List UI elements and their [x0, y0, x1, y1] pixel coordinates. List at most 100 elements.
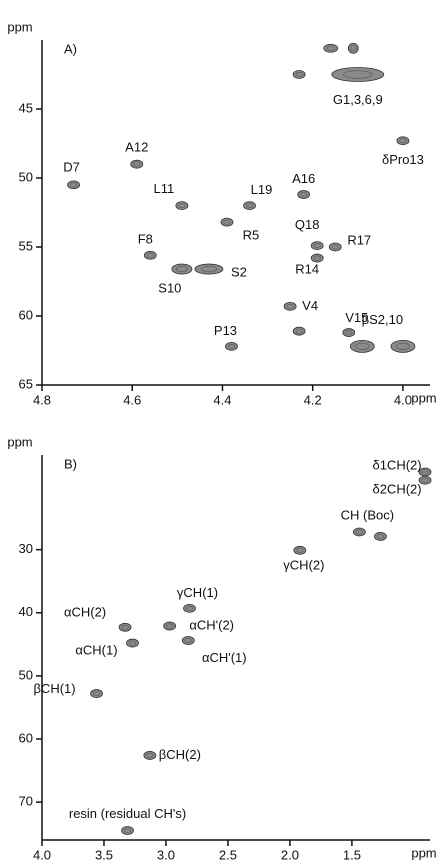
peak: [292, 70, 306, 79]
peak: [118, 622, 132, 632]
x-axis-label: ppm: [411, 390, 436, 405]
peak: [121, 826, 134, 835]
peak-label: S10: [158, 281, 181, 296]
peak-contour: [185, 605, 194, 611]
peak-label: L19: [251, 182, 273, 197]
peak: [418, 475, 432, 485]
peak-label: γCH(2): [283, 558, 324, 573]
peak-label: αCH'(1): [202, 650, 247, 665]
peak: [396, 136, 410, 146]
x-axis-label: ppm: [411, 845, 436, 860]
peak-label: γCH(1): [177, 585, 218, 600]
peak: [126, 638, 139, 648]
peak-label: L11: [153, 181, 174, 196]
peak-label: αCH(1): [75, 643, 117, 658]
x-tick-label: 2.5: [219, 847, 237, 862]
peak-contour: [345, 330, 353, 336]
peak-contour: [295, 72, 303, 78]
peak-label: A12: [125, 140, 148, 155]
peak: [352, 527, 366, 537]
peak-contour: [421, 469, 429, 475]
peak-label: F8: [138, 232, 153, 247]
peak: [175, 201, 189, 211]
peak-label: R17: [347, 232, 371, 247]
peak: [349, 339, 375, 353]
x-tick-label: 4.8: [33, 392, 51, 407]
x-tick-label: 4.4: [213, 392, 231, 407]
peak-label: G1,3,6,9: [333, 92, 383, 107]
y-tick-label: 40: [19, 604, 33, 619]
peak-contour: [121, 624, 129, 630]
peak: [194, 263, 224, 275]
peak: [328, 242, 342, 252]
peak-contour: [355, 342, 370, 350]
peak-contour: [396, 342, 410, 350]
peak: [297, 190, 311, 199]
y-tick-label: 45: [19, 100, 33, 115]
peak: [347, 42, 359, 54]
y-tick-label: 60: [19, 730, 33, 745]
peak-contour: [355, 529, 363, 535]
peak-contour: [331, 244, 339, 250]
y-tick-label: 50: [19, 667, 33, 682]
peak-contour: [146, 752, 154, 758]
y-axis-label: ppm: [7, 434, 32, 449]
peak: [143, 250, 157, 260]
peak-label: V15: [345, 310, 368, 325]
peak-label: CH (Boc): [341, 507, 394, 522]
peak-label: δPro13: [382, 152, 424, 167]
peak: [283, 301, 297, 311]
x-tick-label: 4.2: [304, 392, 322, 407]
y-tick-label: 30: [19, 541, 33, 556]
peak-contour: [296, 547, 304, 553]
peak-contour: [313, 255, 321, 261]
peak: [323, 43, 339, 53]
y-tick-label: 50: [19, 169, 33, 184]
peak-label: R14: [295, 261, 319, 276]
peak-label: R5: [243, 228, 260, 243]
peak: [331, 67, 385, 82]
peak-contour: [313, 243, 321, 249]
peak: [143, 751, 157, 760]
peak-contour: [223, 219, 231, 225]
y-tick-label: 55: [19, 238, 33, 253]
peak: [293, 545, 307, 555]
peak: [90, 689, 103, 698]
peak-contour: [286, 303, 294, 309]
peak-contour: [326, 45, 335, 51]
peak: [390, 339, 416, 353]
peak-contour: [376, 533, 385, 539]
peak-contour: [146, 252, 154, 258]
peak: [130, 159, 144, 169]
peak-contour: [300, 192, 308, 198]
peak-contour: [350, 45, 357, 52]
peak-label: P13: [214, 323, 237, 338]
peak: [163, 621, 177, 631]
peak-label: A16: [292, 171, 315, 186]
peak-label: δ1CH(2): [372, 457, 421, 472]
peak-contour: [343, 70, 373, 79]
peak: [310, 241, 324, 251]
peak: [67, 180, 80, 190]
peak-contour: [295, 328, 303, 334]
y-axis-label: ppm: [7, 19, 32, 34]
peak-contour: [133, 161, 141, 167]
peak-label: D7: [63, 159, 80, 174]
panel-label: A): [64, 41, 77, 56]
peak-label: V4: [302, 298, 318, 313]
peak-contour: [123, 828, 132, 834]
x-tick-label: 3.5: [95, 847, 113, 862]
peak: [171, 263, 193, 275]
y-tick-label: 65: [19, 376, 33, 391]
peak-label: βCH(1): [33, 681, 75, 696]
x-tick-label: 4.0: [33, 847, 51, 862]
peak-contour: [128, 640, 137, 646]
peak: [181, 636, 195, 645]
peak: [243, 201, 256, 211]
peak-contour: [399, 138, 407, 144]
peak-label: S2: [231, 265, 247, 280]
peak-label: βCH(2): [159, 747, 201, 762]
peak: [310, 253, 324, 263]
peak-contour: [92, 691, 101, 697]
peak: [374, 532, 387, 541]
